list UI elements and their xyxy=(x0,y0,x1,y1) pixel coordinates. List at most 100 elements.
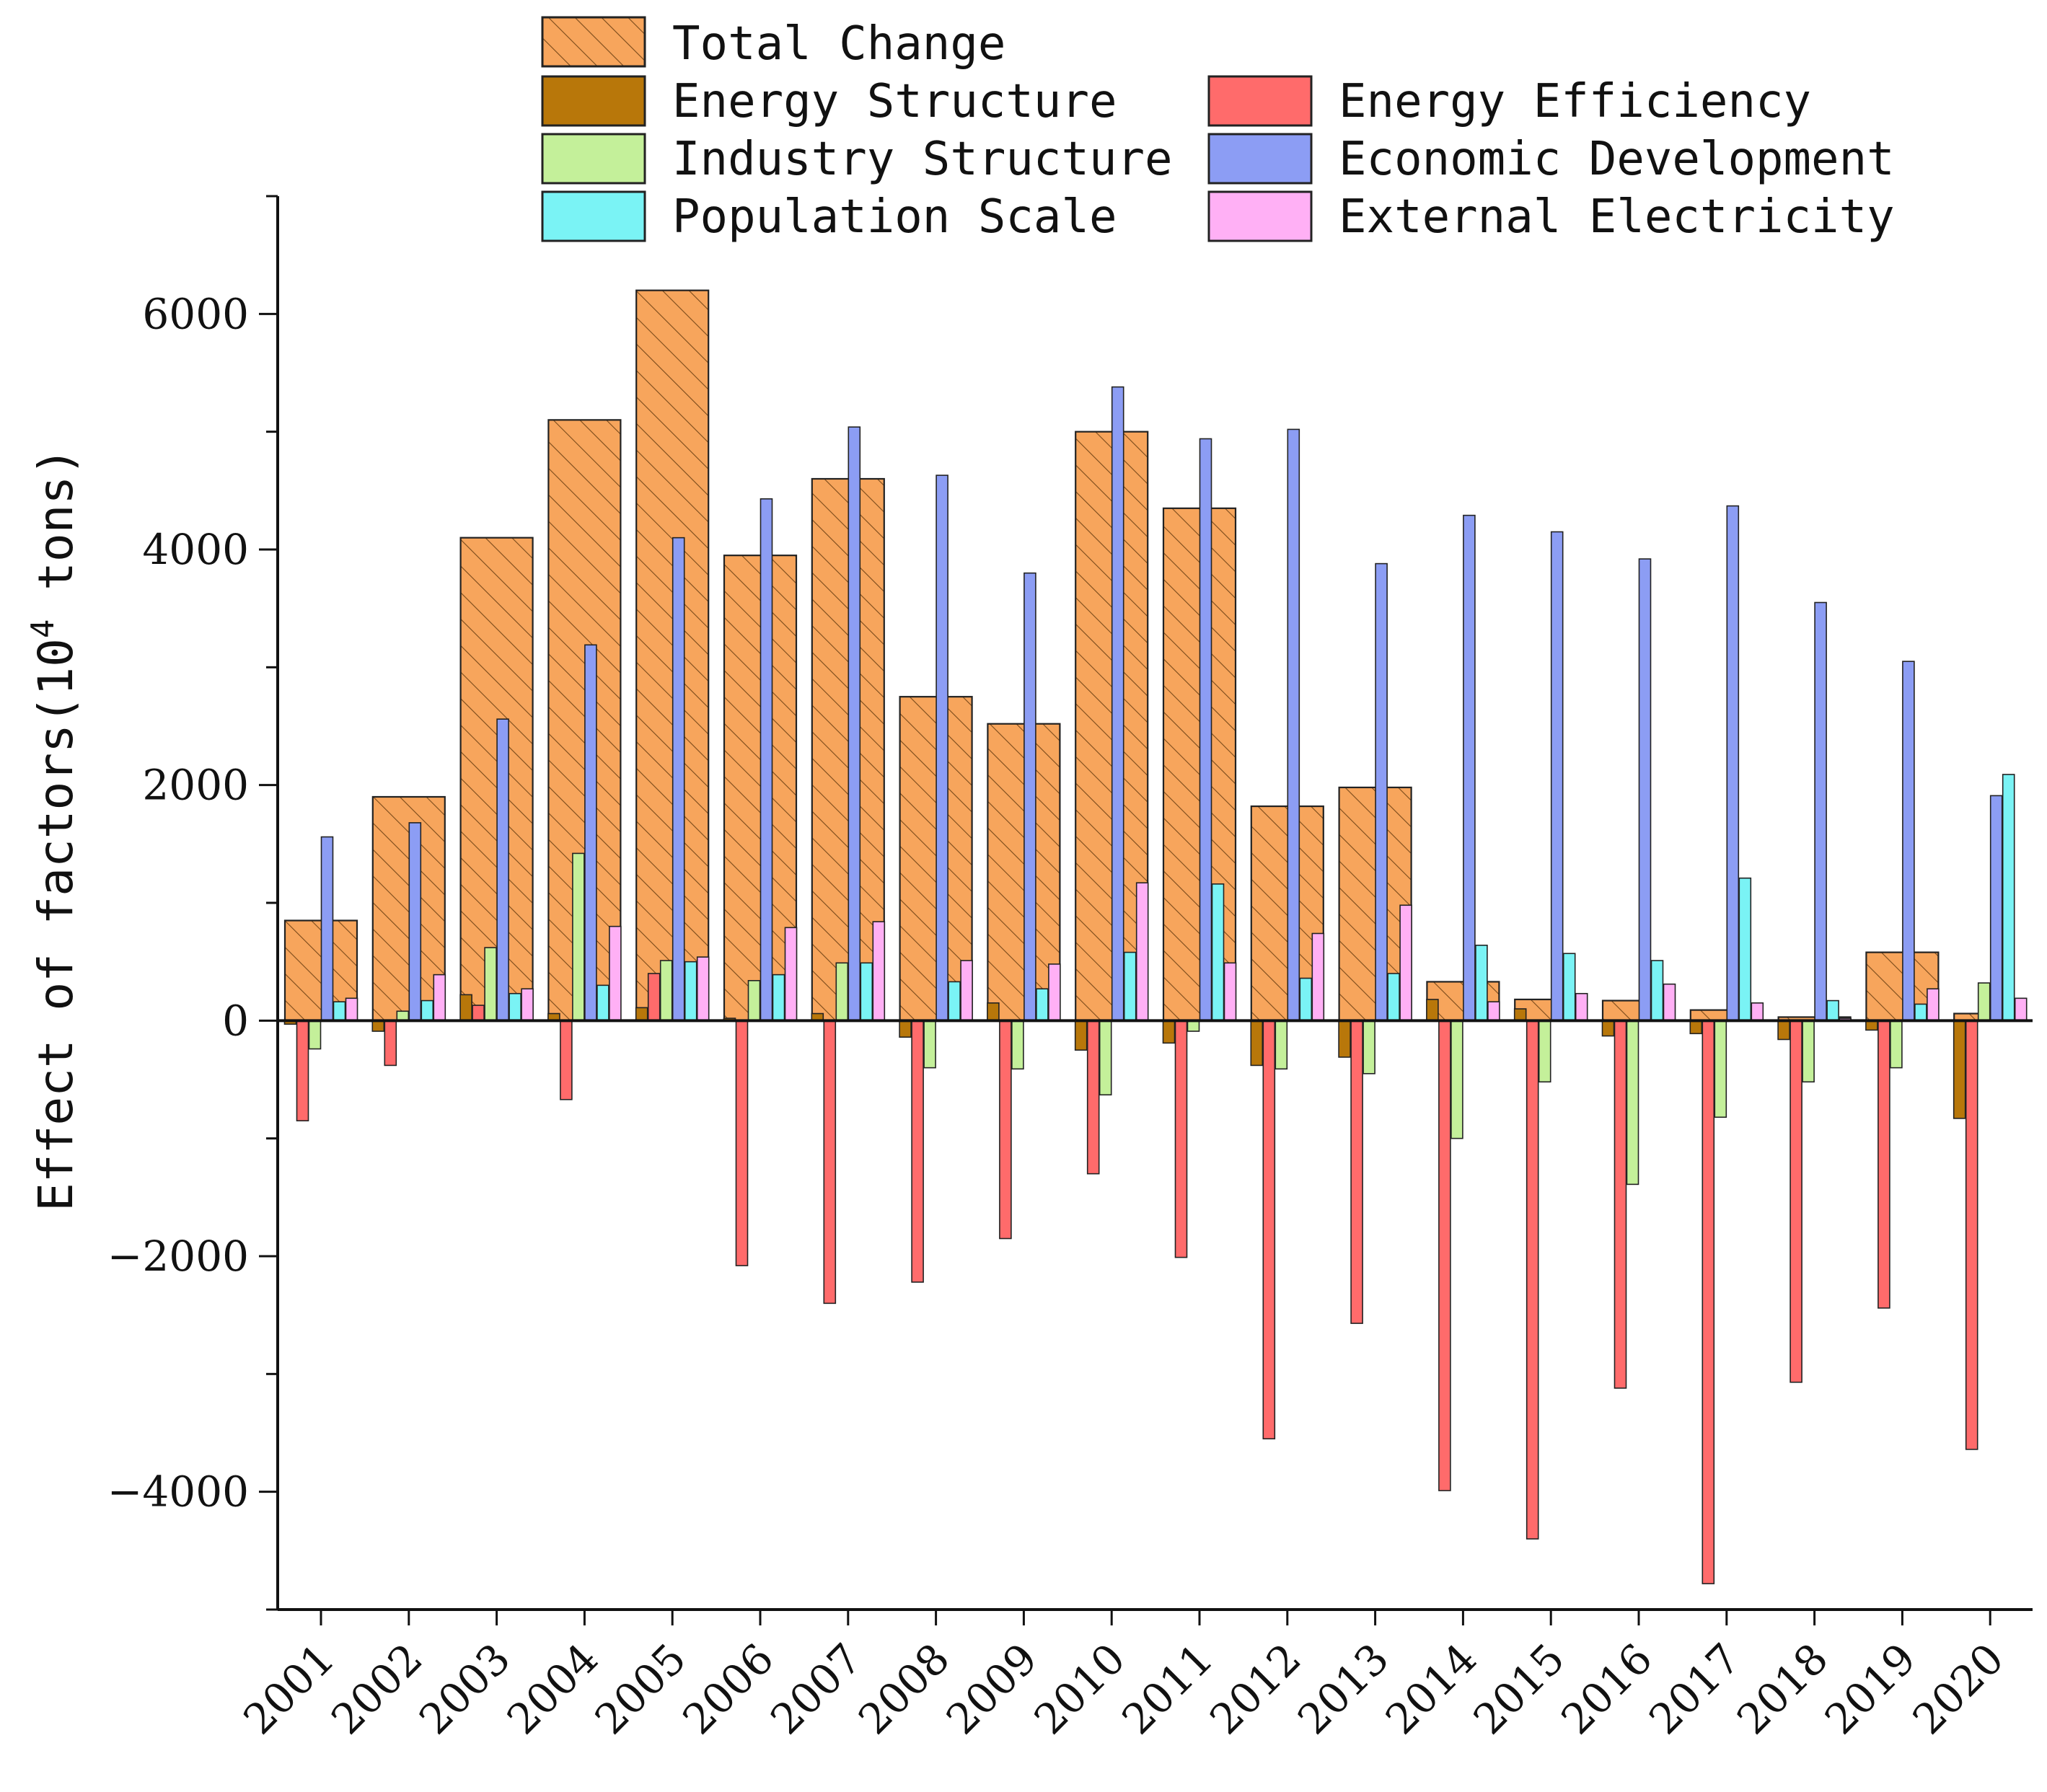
y-tick-label-6000: 6000 xyxy=(142,289,249,338)
legend-label-energy-structure: Energy Structure xyxy=(672,75,1117,128)
legend: Total Change Energy Structure Energy Eff… xyxy=(541,16,1895,244)
bar-population-scale-2011 xyxy=(1211,883,1225,1022)
bar-industry-structure-2003 xyxy=(484,947,497,1022)
legend-item-energy-structure[interactable]: Energy Structure xyxy=(541,75,1117,128)
bar-energy-structure-2020 xyxy=(1953,1020,1966,1119)
x-tick-label-2006: 2006 xyxy=(673,1634,783,1744)
x-tick-label-2012: 2012 xyxy=(1200,1634,1310,1744)
bar-external-electricity-2010 xyxy=(1135,882,1149,1022)
legend-item-external-electricity[interactable]: External Electricity xyxy=(1207,190,1895,244)
legend-item-population-scale[interactable]: Population Scale xyxy=(541,190,1117,244)
bar-industry-structure-2016 xyxy=(1626,1020,1639,1186)
x-tick-label-2019: 2019 xyxy=(1815,1634,1925,1744)
bar-economic-development-2009 xyxy=(1024,572,1036,1022)
legend-item-energy-efficiency[interactable]: Energy Efficiency xyxy=(1207,75,1811,128)
bar-economic-development-2012 xyxy=(1287,428,1300,1022)
bar-economic-development-2018 xyxy=(1814,601,1827,1022)
legend-item-industry-structure[interactable]: Industry Structure xyxy=(541,133,1173,186)
bar-external-electricity-2008 xyxy=(960,960,973,1022)
bar-economic-development-2011 xyxy=(1199,438,1212,1022)
bar-population-scale-2010 xyxy=(1123,951,1137,1022)
bar-external-electricity-2011 xyxy=(1223,962,1237,1022)
bar-economic-development-2006 xyxy=(760,498,773,1022)
legend-label-total-change: Total Change xyxy=(672,17,1005,71)
bar-energy-efficiency-2004 xyxy=(560,1020,573,1100)
x-tick-label-2009: 2009 xyxy=(937,1634,1047,1744)
bar-energy-structure-2005 xyxy=(635,1007,648,1022)
bar-external-electricity-2009 xyxy=(1048,963,1061,1022)
bar-external-electricity-2001 xyxy=(345,997,358,1022)
bar-external-electricity-2017 xyxy=(1751,1002,1764,1022)
bar-economic-development-2016 xyxy=(1638,558,1652,1022)
bar-energy-structure-2010 xyxy=(1074,1020,1088,1051)
bar-industry-structure-2013 xyxy=(1363,1020,1375,1074)
bar-population-scale-2014 xyxy=(1475,945,1488,1022)
bar-population-scale-2013 xyxy=(1387,973,1400,1022)
x-tick-label-2010: 2010 xyxy=(1025,1634,1135,1744)
bar-energy-efficiency-2010 xyxy=(1086,1020,1100,1175)
bar-external-electricity-2016 xyxy=(1663,983,1676,1022)
bar-industry-structure-2011 xyxy=(1187,1020,1200,1032)
bar-external-electricity-2020 xyxy=(2014,997,2028,1022)
y-tick-label--2000: −2000 xyxy=(107,1232,249,1281)
bar-energy-efficiency-2003 xyxy=(472,1005,485,1022)
bar-external-electricity-2002 xyxy=(433,974,446,1022)
bar-population-scale-2015 xyxy=(1562,953,1576,1022)
bar-energy-structure-2016 xyxy=(1601,1020,1615,1037)
legend-item-total-change[interactable]: Total Change xyxy=(541,16,1005,71)
bar-industry-structure-2018 xyxy=(1802,1020,1815,1083)
bar-economic-development-2005 xyxy=(672,537,685,1022)
bar-external-electricity-2007 xyxy=(872,921,886,1022)
legend-item-economic-development[interactable]: Economic Development xyxy=(1207,133,1895,186)
bar-population-scale-2020 xyxy=(2002,774,2015,1022)
bar-external-electricity-2003 xyxy=(521,988,534,1022)
bar-external-electricity-2013 xyxy=(1399,904,1412,1022)
bar-energy-efficiency-2006 xyxy=(735,1020,749,1266)
bar-economic-development-2001 xyxy=(320,836,334,1022)
bar-energy-efficiency-2013 xyxy=(1350,1020,1363,1324)
bar-energy-efficiency-2011 xyxy=(1174,1020,1188,1258)
bar-industry-structure-2015 xyxy=(1538,1020,1551,1083)
bar-industry-structure-2006 xyxy=(747,980,761,1022)
bar-industry-structure-2008 xyxy=(923,1020,936,1069)
x-tick-label-2005: 2005 xyxy=(586,1634,695,1744)
legend-label-population-scale: Population Scale xyxy=(672,190,1117,244)
x-tick-label-2013: 2013 xyxy=(1288,1634,1398,1744)
bar-energy-structure-2018 xyxy=(1777,1020,1790,1041)
bar-economic-development-2020 xyxy=(1989,795,2003,1022)
legend-label-industry-structure: Industry Structure xyxy=(672,133,1173,186)
bar-external-electricity-2004 xyxy=(609,925,622,1022)
bar-energy-efficiency-2020 xyxy=(1965,1020,1978,1450)
bar-population-scale-2016 xyxy=(1650,960,1664,1022)
bar-external-electricity-2014 xyxy=(1487,1001,1500,1022)
x-axis: 2001200220032004200520062007200820092010… xyxy=(234,1608,2033,1744)
bar-energy-efficiency-2014 xyxy=(1438,1020,1451,1491)
x-tick-label-2018: 2018 xyxy=(1727,1634,1837,1744)
x-tick-label-2008: 2008 xyxy=(849,1634,959,1744)
legend-swatch-industry-structure xyxy=(541,133,646,185)
bar-industry-structure-2020 xyxy=(1977,982,1991,1022)
bar-economic-development-2007 xyxy=(848,426,861,1022)
legend-label-economic-development: Economic Development xyxy=(1339,133,1895,186)
bar-energy-efficiency-2018 xyxy=(1790,1020,1802,1383)
y-tick-label-4000: 4000 xyxy=(142,525,249,574)
bar-population-scale-2007 xyxy=(860,962,873,1022)
x-tick-label-2015: 2015 xyxy=(1464,1634,1574,1744)
legend-swatch-total-change xyxy=(541,16,646,68)
x-tick-label-2011: 2011 xyxy=(1112,1634,1222,1744)
bar-energy-efficiency-2012 xyxy=(1262,1020,1276,1439)
legend-swatch-population-scale xyxy=(541,190,646,242)
plot-area xyxy=(278,289,2033,1584)
x-tick-label-2001: 2001 xyxy=(234,1634,343,1744)
bar-economic-development-2004 xyxy=(584,644,597,1022)
y-axis-title-unit: tons) xyxy=(28,447,84,619)
bar-industry-structure-2014 xyxy=(1450,1020,1463,1139)
bar-population-scale-2004 xyxy=(597,984,609,1022)
bar-energy-efficiency-2008 xyxy=(911,1020,924,1283)
y-axis-title-main: Effect of factors(10 xyxy=(28,638,84,1211)
bar-energy-structure-2012 xyxy=(1250,1020,1264,1067)
bar-energy-efficiency-2016 xyxy=(1614,1020,1627,1389)
bar-energy-efficiency-2005 xyxy=(647,973,661,1022)
bar-industry-structure-2019 xyxy=(1890,1020,1903,1069)
